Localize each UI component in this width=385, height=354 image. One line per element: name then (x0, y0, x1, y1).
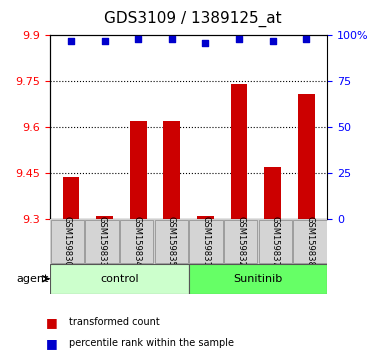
Text: ■: ■ (46, 337, 58, 350)
Bar (164, 121, 180, 219)
Bar (259, 220, 292, 263)
Bar (189, 264, 327, 294)
Text: GSM159831: GSM159831 (201, 216, 211, 267)
Text: percentile rank within the sample: percentile rank within the sample (69, 338, 234, 348)
Text: transformed count: transformed count (69, 317, 160, 327)
Text: GSM159830: GSM159830 (63, 216, 72, 267)
Bar (189, 220, 223, 263)
Text: control: control (100, 274, 139, 284)
Point (68, 38, 74, 44)
Bar (130, 121, 147, 219)
Bar (298, 94, 315, 219)
Bar (96, 216, 113, 219)
Bar (197, 216, 214, 219)
Bar (51, 220, 84, 263)
Text: GSM159837: GSM159837 (271, 216, 280, 267)
Text: GSM159833: GSM159833 (97, 216, 107, 267)
Text: GSM159835: GSM159835 (167, 216, 176, 267)
Bar (63, 177, 79, 219)
Point (270, 38, 276, 44)
Bar (120, 220, 153, 263)
Text: GDS3109 / 1389125_at: GDS3109 / 1389125_at (104, 11, 281, 27)
Text: GSM159832: GSM159832 (236, 216, 245, 267)
Text: GSM159834: GSM159834 (132, 216, 141, 267)
Point (203, 40, 209, 46)
Bar (264, 167, 281, 219)
Text: GSM159838: GSM159838 (305, 216, 315, 267)
Bar (224, 220, 257, 263)
Point (135, 36, 141, 42)
Point (169, 36, 175, 42)
Bar (293, 220, 326, 263)
Text: Sunitinib: Sunitinib (233, 274, 283, 284)
Point (102, 38, 108, 44)
Point (303, 36, 309, 42)
Bar (50, 264, 189, 294)
Point (236, 36, 242, 42)
Bar (231, 85, 248, 219)
Bar (155, 220, 188, 263)
Text: ■: ■ (46, 316, 58, 329)
Bar (85, 220, 119, 263)
Text: agent: agent (16, 274, 49, 284)
